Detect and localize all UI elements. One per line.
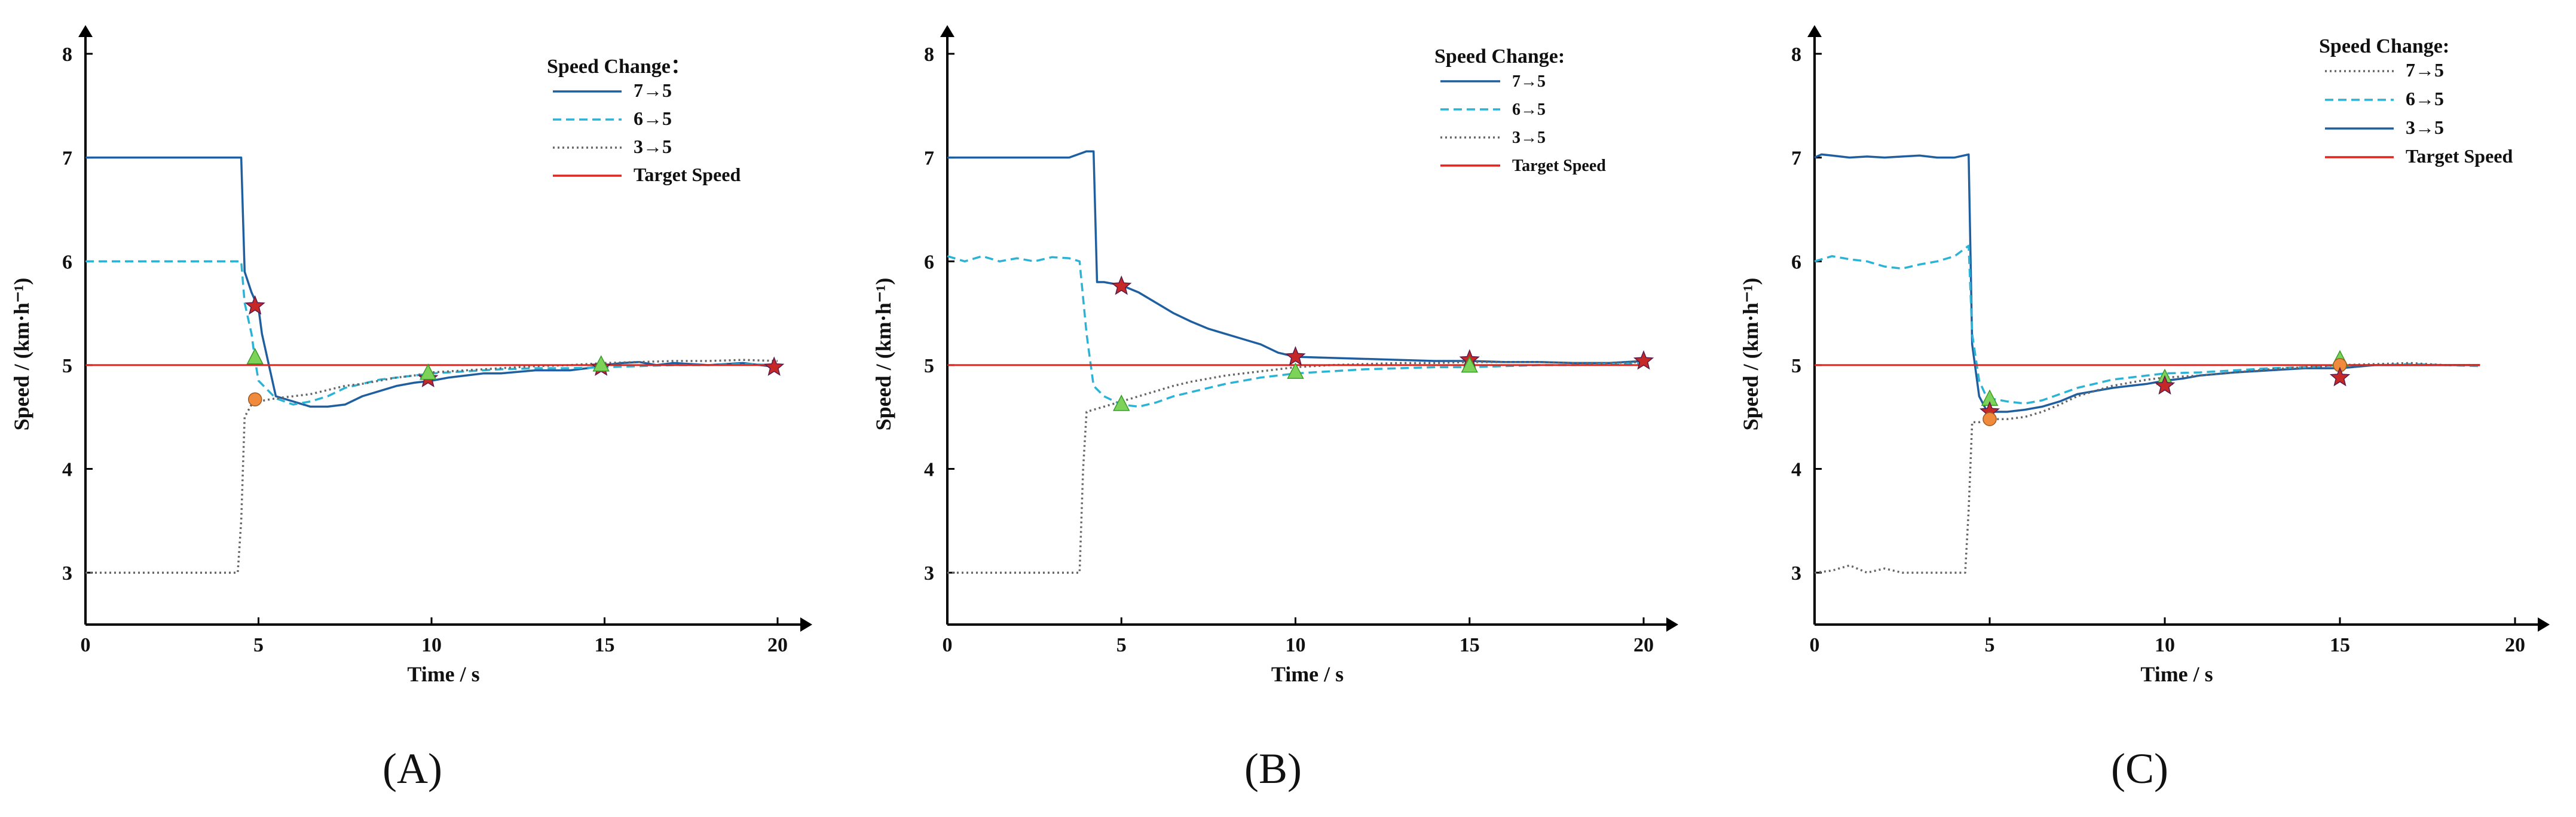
y-axis-arrow: [940, 25, 954, 37]
y-tick-label: 5: [924, 355, 934, 377]
x-tick-label: 20: [767, 634, 788, 656]
series-line-3-5: [947, 360, 1644, 574]
y-tick-label: 6: [1791, 251, 1801, 273]
y-tick-label: 8: [62, 44, 72, 66]
triangle-marker: [419, 363, 437, 380]
y-axis-arrow: [1807, 25, 1822, 37]
star-marker: [2329, 366, 2351, 387]
legend-label: Target Speed: [2406, 145, 2513, 167]
x-axis-label: Time / s: [2140, 662, 2213, 686]
x-tick-label: 10: [2155, 634, 2175, 656]
chart-panel-2: 0 5 10 15 20 3 4 5 6 7 8 Time / s Speed / (km·h⁻¹) Sp…: [871, 25, 1678, 686]
panel-label-c: (C): [2111, 745, 2168, 792]
legend-label: 3→5: [634, 136, 672, 157]
x-tick-label: 20: [2505, 634, 2525, 656]
x-tick-label: 0: [943, 634, 953, 656]
x-axis-label: Time / s: [1271, 662, 1344, 686]
legend-title: Speed Change:: [1434, 45, 1565, 68]
y-tick-label: 4: [62, 459, 72, 481]
x-axis-arrow: [800, 617, 812, 632]
triangle-marker: [1287, 362, 1304, 379]
panel-label-a: (A): [383, 745, 442, 792]
y-tick-label: 8: [924, 44, 934, 66]
star-marker: [1633, 350, 1654, 370]
y-tick-label: 3: [1791, 562, 1801, 585]
y-tick-label: 5: [1791, 355, 1801, 377]
legend-label: 3→5: [1512, 128, 1546, 147]
x-tick-label: 0: [1810, 634, 1820, 656]
y-tick-label: 6: [924, 251, 934, 273]
series-line-7-5: [947, 150, 1644, 365]
series-line-6-5: [85, 260, 778, 406]
y-tick-label: 3: [62, 562, 72, 585]
x-axis-label: Time / s: [407, 662, 479, 686]
y-axis-label: Speed / (km·h⁻¹): [871, 278, 895, 431]
triangle-marker: [1113, 394, 1130, 411]
circle-marker: [247, 392, 262, 406]
legend-label: 7→5: [1512, 72, 1546, 91]
x-tick-label: 0: [81, 634, 91, 656]
x-tick-label: 20: [1633, 634, 1654, 656]
y-tick-label: 7: [62, 148, 72, 170]
star-marker: [764, 356, 785, 376]
x-tick-label: 5: [253, 634, 264, 656]
y-axis-label: Speed / (km·h⁻¹): [10, 278, 33, 431]
panels: 0 5 10 15 20 3 4 5 6 7 8 Time / s Speed / (km·h⁻¹) Sp…: [10, 25, 2550, 686]
y-tick-label: 5: [62, 355, 72, 377]
star-marker: [1285, 345, 1306, 366]
series-line-6-5: [947, 255, 1644, 408]
y-tick-label: 4: [924, 459, 934, 481]
y-tick-label: 7: [1791, 148, 1801, 170]
legend-label: 3→5: [2406, 117, 2444, 138]
y-tick-label: 7: [924, 148, 934, 170]
x-tick-label: 5: [1985, 634, 1995, 656]
y-tick-label: 3: [924, 562, 934, 585]
x-tick-label: 15: [1460, 634, 1480, 656]
x-axis-arrow: [2538, 617, 2550, 632]
panel-label-b: (B): [1244, 745, 1302, 792]
legend-label: Target Speed: [1512, 157, 1606, 175]
series-line-7-5: [85, 156, 778, 408]
circle-marker: [1983, 412, 1997, 426]
series-line-6-5: [1814, 244, 2480, 405]
series-line-3-5: [85, 359, 778, 574]
x-tick-label: 10: [1286, 634, 1306, 656]
chart-panel-3: 0 5 10 15 20 3 4 5 6 7 8 Time / s Speed / (km·h⁻¹) Sp…: [1739, 25, 2550, 686]
star-marker: [244, 295, 265, 315]
y-axis-arrow: [78, 25, 93, 37]
star-marker: [2154, 375, 2176, 395]
y-tick-label: 8: [1791, 44, 1801, 66]
legend-label: 7→5: [2406, 59, 2444, 81]
x-tick-label: 15: [2330, 634, 2350, 656]
triangle-marker: [1461, 356, 1478, 373]
series-line-3-5: [1814, 362, 2480, 574]
legend-label: 6→5: [634, 108, 672, 129]
triangle-marker: [592, 355, 610, 372]
x-tick-label: 10: [421, 634, 442, 656]
triangle-marker: [246, 348, 264, 365]
legend-label: 7→5: [634, 79, 672, 101]
series-line-7-5: [1814, 153, 2480, 413]
legend-label: 6→5: [2406, 88, 2444, 109]
star-marker: [1111, 275, 1132, 295]
x-tick-label: 5: [1116, 634, 1127, 656]
y-tick-label: 6: [62, 251, 72, 273]
y-tick-label: 4: [1791, 459, 1801, 481]
x-axis-arrow: [1666, 617, 1678, 632]
x-tick-label: 15: [595, 634, 615, 656]
legend-title: Speed Change:: [2319, 35, 2449, 57]
y-axis-label: Speed / (km·h⁻¹): [1739, 278, 1763, 431]
legend-label: Target Speed: [634, 164, 741, 185]
chart-panel-1: 0 5 10 15 20 3 4 5 6 7 8 Time / s Speed / (km·h⁻¹) Sp…: [10, 25, 812, 686]
legend-label: 6→5: [1512, 100, 1546, 119]
legend-title: Speed Change：: [547, 56, 691, 78]
